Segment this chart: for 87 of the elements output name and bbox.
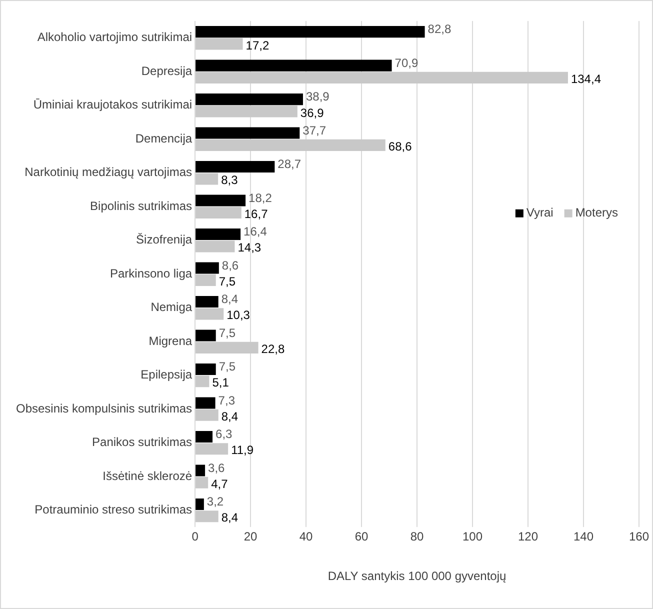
legend-label: Vyrai (526, 206, 554, 220)
y-tick-label: Panikos sutrikimas (92, 435, 192, 450)
y-tick-label: Šizofrenija (136, 232, 192, 247)
bar (196, 262, 219, 274)
bar (196, 161, 275, 173)
data-label: 22,8 (261, 342, 285, 356)
data-label: 18,2 (248, 190, 272, 205)
x-axis-title: DALY santykis 100 000 gyventojų (328, 569, 507, 584)
bar (196, 510, 218, 522)
bar (196, 127, 300, 139)
y-tick-label: Išsėtinė sklerozė (102, 468, 192, 483)
data-label: 3,6 (208, 460, 226, 475)
x-tick-label: 100 (462, 530, 483, 544)
bar (196, 72, 568, 84)
y-tick-label: Narkotinių medžiagų vartojimas (24, 165, 192, 180)
data-label: 17,2 (246, 38, 270, 52)
data-label: 134,4 (570, 72, 602, 86)
bar (196, 274, 216, 286)
data-label: 8,6 (222, 258, 239, 272)
data-label: 38,9 (306, 90, 330, 104)
y-tick-label: Nemiga (150, 300, 192, 314)
bar (196, 342, 258, 354)
bar (196, 240, 235, 252)
x-tick-label: 140 (573, 530, 594, 544)
bar (196, 194, 246, 206)
bar (196, 94, 303, 106)
y-tick-label: Obsesinis kompulsinis sutrikimas (16, 401, 192, 416)
bar (196, 464, 206, 476)
x-tick-label: 80 (410, 530, 424, 544)
bar (196, 38, 243, 50)
bar (196, 498, 204, 510)
bar (196, 476, 208, 488)
data-label: 3,2 (206, 494, 224, 509)
bar (196, 228, 241, 240)
bar (196, 376, 210, 388)
x-tick-label: 0 (192, 530, 199, 544)
legend-label: Moterys (575, 206, 618, 220)
data-label: 14,3 (238, 240, 262, 255)
bar (196, 106, 298, 118)
x-tick-label: 120 (518, 530, 538, 544)
bar (196, 206, 242, 218)
x-tick-label: 20 (244, 530, 258, 544)
bar (196, 443, 228, 455)
data-label: 8,4 (221, 292, 238, 306)
data-label: 70,9 (394, 56, 418, 70)
bar (196, 363, 216, 376)
bar (196, 60, 392, 72)
y-tick-label: Epilepsija (140, 368, 192, 382)
data-label: 7,5 (218, 326, 236, 340)
data-label: 8,3 (221, 173, 238, 188)
y-tick-label: Migrena (148, 334, 192, 348)
y-tick-label: Alkoholio vartojimo sutrikimai (37, 30, 192, 44)
bar (196, 26, 425, 38)
bar (196, 409, 218, 421)
bar (196, 139, 386, 151)
bar (196, 173, 218, 185)
bar (196, 430, 213, 443)
bar (196, 330, 216, 342)
data-label: 4,7 (211, 476, 228, 491)
data-label: 6,3 (216, 427, 233, 442)
data-label: 7,5 (218, 274, 236, 288)
x-tick-label: 60 (354, 530, 369, 544)
data-label: 16,4 (244, 224, 268, 239)
bar (196, 308, 224, 320)
data-label: 36,9 (300, 106, 324, 120)
bar (196, 397, 216, 409)
data-label: 5,1 (212, 376, 230, 390)
y-tick-label: Parkinsono liga (110, 266, 192, 280)
data-label: 37,7 (302, 123, 326, 138)
y-tick-label: Potrauminio streso sutrikimas (34, 502, 192, 517)
y-tick-label: Bipolinis sutrikimas (90, 198, 192, 213)
bar (196, 296, 218, 308)
data-label: 11,9 (231, 443, 254, 458)
y-tick-label: Demencija (135, 131, 192, 146)
data-label: 8,4 (221, 409, 238, 424)
x-tick-label: 160 (628, 530, 650, 544)
data-label: 16,7 (244, 206, 268, 221)
data-label: 10,3 (226, 308, 250, 322)
data-label: 68,6 (388, 140, 412, 154)
data-label: 7,3 (218, 393, 236, 408)
x-tick-label: 40 (299, 530, 314, 544)
data-label: 82,8 (428, 22, 452, 36)
data-label: 7,5 (218, 360, 236, 374)
y-tick-label: Ūminiai kraujotakos sutrikimai (33, 98, 192, 112)
y-tick-label: Depresija (141, 64, 192, 78)
data-label: 28,7 (278, 157, 302, 172)
data-label: 8,4 (221, 510, 238, 525)
